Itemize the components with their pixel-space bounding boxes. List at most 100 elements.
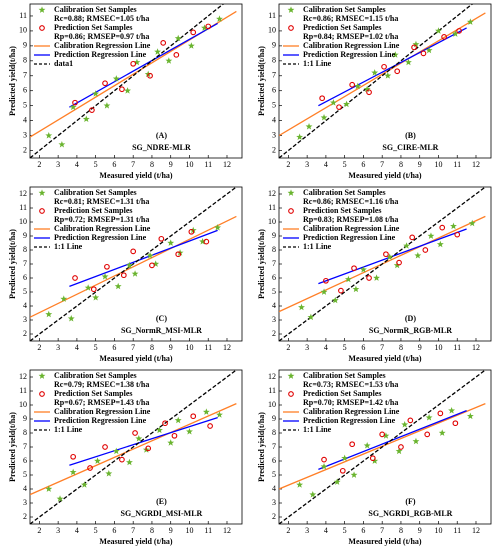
prediction-point: [366, 89, 372, 96]
panel-title: (C): [156, 314, 167, 323]
y-axis-label: Predicted yield(t/ha): [8, 229, 17, 299]
legend-label: Prediction Regression Line: [303, 416, 396, 425]
prediction-point: [90, 286, 97, 293]
y-tick-label: 12: [19, 372, 27, 381]
legend-label: Calibration Set Samples: [303, 371, 386, 380]
calibration-point: [309, 491, 317, 498]
legend-annotation: Rc=0.73; RMSEC=1.53 t/ha: [303, 380, 398, 389]
y-tick-label: 6: [272, 456, 276, 465]
x-tick-label: 4: [75, 160, 79, 169]
calibration-point: [101, 273, 109, 280]
calibration-point: [58, 140, 66, 148]
prediction-point: [145, 445, 152, 452]
legend-annotation: Rp=0.72; RMSEP=1.31 t/ha: [54, 215, 149, 224]
x-tick-label: 11: [453, 526, 461, 535]
x-tick-label: 8: [150, 343, 154, 352]
y-tick-label: 10: [268, 217, 276, 226]
calibration-point: [435, 27, 442, 34]
prediction-point: [188, 228, 195, 235]
calibration-point: [412, 40, 420, 48]
y-tick-label: 6: [272, 273, 276, 282]
y-tick-label: 2: [272, 512, 276, 521]
x-tick-label: 5: [94, 526, 98, 535]
legend-annotation: Rp=0.86; RMSEP=0.97 t/ha: [54, 32, 149, 41]
legend-label: Calibration Set Samples: [54, 188, 137, 197]
calibration-point: [371, 457, 379, 464]
calibration-point: [56, 495, 64, 502]
y-axis-label: Predicted yield(t/ha): [257, 229, 266, 299]
prediction-point: [132, 430, 138, 436]
y-tick-label: 3: [272, 498, 276, 507]
x-tick-label: 3: [305, 160, 309, 169]
legend-label: Prediction Regression Line: [54, 416, 147, 425]
legend-label: Calibration Set Samples: [303, 5, 386, 14]
y-tick-label: 7: [272, 259, 276, 268]
x-tick-label: 11: [204, 343, 212, 352]
calibration-point: [124, 87, 131, 94]
calibration-point: [133, 58, 141, 66]
panel: 2 3 4 5 6 7 8 9 10 11 12 2 3 4 5 6 7 8 9 10 11 12 Measured yie…: [257, 186, 492, 363]
x-tick-label: 5: [94, 343, 98, 352]
prediction-point: [173, 51, 180, 58]
calibration-point: [371, 69, 379, 76]
prediction-point: [381, 63, 387, 70]
x-tick-label: 9: [169, 526, 173, 535]
prediction-point: [351, 265, 357, 272]
prediction-point: [203, 238, 210, 245]
legend-marker: [39, 208, 45, 214]
prediction-point: [323, 277, 329, 284]
calibration-point: [401, 421, 409, 428]
calibration-point: [105, 470, 113, 477]
prediction-point: [147, 72, 153, 79]
line: [69, 229, 218, 288]
legend-marker: [288, 208, 294, 214]
legend-label: 1:1 Line: [303, 242, 332, 251]
y-tick-label: 7: [23, 71, 27, 80]
legend-label: Prediction Set Samples: [303, 23, 382, 32]
y-tick-label: 7: [23, 442, 27, 451]
legend-label: Calibration Set Samples: [303, 188, 386, 197]
calibration-point: [296, 481, 304, 488]
x-tick-label: 4: [324, 160, 328, 169]
plot: [30, 187, 237, 341]
x-tick-label: 4: [324, 343, 328, 352]
y-tick-label: 2: [272, 145, 276, 154]
calibration-point: [451, 30, 459, 37]
legend-label: Calibration Regression Line: [54, 224, 151, 233]
x-tick-label: 12: [472, 343, 480, 352]
x-tick-label: 2: [286, 160, 290, 169]
calibration-point: [202, 408, 210, 415]
prediction-point: [70, 453, 77, 460]
calibration-point: [186, 428, 193, 435]
prediction-point: [439, 224, 446, 231]
x-tick-label: 9: [418, 526, 422, 535]
prediction-point: [349, 81, 356, 88]
calibration-point: [305, 123, 313, 130]
y-tick-label: 4: [23, 115, 27, 124]
panel: 2 3 4 5 6 7 8 9 10 11 12 2 3 4 5 6 7 8 9 10 11 12 Measured yie…: [8, 369, 243, 546]
y-tick-label: 2: [23, 512, 27, 521]
prediction-point: [336, 104, 342, 111]
panel-subtitle: SG_NDRE-MLR: [132, 143, 191, 152]
calibration-point: [350, 471, 358, 478]
prediction-point: [119, 456, 125, 463]
legend-marker: [287, 6, 295, 13]
calibration-point: [307, 313, 315, 321]
calibration-point: [373, 274, 380, 281]
x-tick-label: 12: [223, 343, 231, 352]
x-tick-label: 9: [169, 343, 173, 352]
x-tick-label: 12: [472, 160, 480, 169]
y-tick-label: 10: [268, 400, 276, 409]
x-tick-label: 8: [399, 160, 403, 169]
plot: [279, 187, 486, 341]
calibration-point: [344, 275, 352, 283]
y-tick-label: 8: [23, 56, 27, 65]
legend-annotation: Rp=0.70; RMSEP=1.42 t/ha: [303, 398, 398, 407]
plot-frame: [278, 3, 492, 159]
calibration-point: [112, 75, 120, 82]
line: [279, 4, 474, 158]
x-tick-label: 10: [434, 160, 442, 169]
y-tick-label: 4: [272, 115, 276, 124]
y-tick-label: 4: [23, 484, 27, 493]
panel-title: (D): [405, 314, 416, 323]
